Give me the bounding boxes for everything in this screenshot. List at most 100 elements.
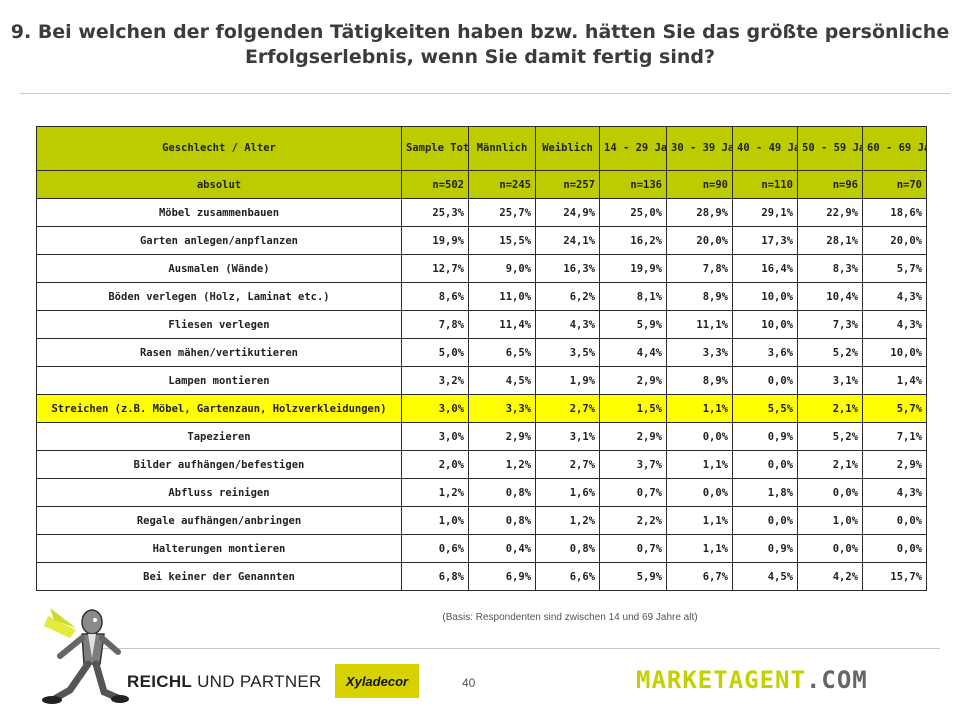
cell-value: 3,2% (401, 366, 469, 395)
table-header-row: Geschlecht / Alter Sample Total Männlich… (36, 126, 927, 171)
cell-value: 0,0% (732, 450, 798, 479)
cell-value: 1,6% (535, 478, 600, 507)
title-divider (20, 93, 950, 94)
cell-value: 2,9% (599, 366, 667, 395)
cell-value: 16,2% (599, 226, 667, 255)
basis-note: (Basis: Respondenten sind zwischen 14 un… (442, 612, 698, 623)
table-row: Lampen montieren 3,2% 4,5% 1,9% 2,9% 8,9% 0,0%… (36, 366, 927, 395)
cell-value: 6,6% (535, 562, 600, 591)
cell-value: 1,5% (599, 394, 667, 423)
cell-value: 7,1% (862, 422, 927, 451)
row-label: Tapezieren (36, 422, 402, 451)
col-header: 60 - 69 Jahre (862, 126, 927, 171)
cell-value: 1,1% (666, 506, 733, 535)
sample-size: n=257 (535, 170, 600, 199)
cell-value: 2,2% (599, 506, 667, 535)
cell-value: 8,9% (666, 366, 733, 395)
row-label: Garten anlegen/anpflanzen (36, 226, 402, 255)
cell-value: 6,7% (666, 562, 733, 591)
table-row: Garten anlegen/anpflanzen 19,9% 15,5% 24,1%… (36, 226, 927, 255)
cell-value: 29,1% (732, 198, 798, 227)
cell-value: 20,0% (862, 226, 927, 255)
cell-value: 2,1% (797, 394, 863, 423)
row-label: Abfluss reinigen (36, 478, 402, 507)
cell-value: 2,0% (401, 450, 469, 479)
row-label: Streichen (z.B. Möbel, Gartenzaun, Holzv… (36, 394, 402, 423)
marketagent-logo: MARKETAGENT.COM (636, 666, 868, 694)
running-mascot-icon (42, 608, 129, 704)
cell-value: 15,7% (862, 562, 927, 591)
cell-value: 1,4% (862, 366, 927, 395)
cell-value: 24,1% (535, 226, 600, 255)
cell-value: 0,0% (666, 422, 733, 451)
cell-value: 0,0% (862, 534, 927, 563)
cell-value: 0,9% (732, 422, 798, 451)
cell-value: 18,6% (862, 198, 927, 227)
cell-value: 5,0% (401, 338, 469, 367)
cell-value: 1,9% (535, 366, 600, 395)
cell-value: 5,2% (797, 422, 863, 451)
cell-value: 3,1% (797, 366, 863, 395)
table-row: Ausmalen (Wände) 12,7% 9,0% 16,3% 19,9% 7,8% 1… (36, 254, 927, 283)
cell-value: 3,0% (401, 394, 469, 423)
marketagent-logo-main: MARKETAGENT (636, 666, 806, 694)
cell-value: 2,7% (535, 394, 600, 423)
table-row: Rasen mähen/vertikutieren 5,0% 6,5% 3,5% 4,4… (36, 338, 927, 367)
cell-value: 0,0% (732, 506, 798, 535)
row-label: Bilder aufhängen/befestigen (36, 450, 402, 479)
row-label: Fliesen verlegen (36, 310, 402, 339)
cell-value: 11,4% (468, 310, 536, 339)
cell-value: 8,1% (599, 282, 667, 311)
cell-value: 22,9% (797, 198, 863, 227)
cell-value: 1,1% (666, 450, 733, 479)
col-header: 14 - 29 Jahre (599, 126, 667, 171)
cell-value: 7,3% (797, 310, 863, 339)
cell-value: 25,0% (599, 198, 667, 227)
cell-value: 5,7% (862, 254, 927, 283)
cell-value: 0,8% (468, 478, 536, 507)
cell-value: 4,3% (862, 478, 927, 507)
sample-size: n=70 (862, 170, 927, 199)
cell-value: 0,7% (599, 534, 667, 563)
cell-value: 2,9% (862, 450, 927, 479)
row-label: Bei keiner der Genannten (36, 562, 402, 591)
cell-value: 4,3% (862, 282, 927, 311)
page-title: 9. Bei welchen der folgenden Tätigkeiten… (10, 21, 950, 68)
reichl-logo-rest: UND PARTNER (192, 672, 322, 691)
cell-value: 0,8% (535, 534, 600, 563)
cell-value: 0,6% (401, 534, 469, 563)
cell-value: 19,9% (401, 226, 469, 255)
cell-value: 3,0% (401, 422, 469, 451)
cell-value: 0,9% (732, 534, 798, 563)
cell-value: 5,9% (599, 310, 667, 339)
cell-value: 8,9% (666, 282, 733, 311)
cell-value: 1,0% (797, 506, 863, 535)
cell-value: 10,0% (732, 310, 798, 339)
cell-value: 5,5% (732, 394, 798, 423)
xyladecor-logo: Xyladecor (335, 664, 419, 698)
page-number: 40 (462, 676, 476, 690)
cell-value: 4,5% (732, 562, 798, 591)
row-label: Rasen mähen/vertikutieren (36, 338, 402, 367)
cell-value: 12,7% (401, 254, 469, 283)
cell-value: 24,9% (535, 198, 600, 227)
reichl-logo-bold: REICHL (127, 672, 193, 691)
table-row: Tapezieren 3,0% 2,9% 3,1% 2,9% 0,0% 0,9% 5,2% 7,… (36, 422, 927, 451)
cell-value: 11,1% (666, 310, 733, 339)
footer-divider (100, 648, 940, 649)
cell-value: 4,2% (797, 562, 863, 591)
row-label: Möbel zusammenbauen (36, 198, 402, 227)
cell-value: 4,3% (535, 310, 600, 339)
cell-value: 25,3% (401, 198, 469, 227)
cell-value: 0,0% (797, 534, 863, 563)
cell-value: 6,5% (468, 338, 536, 367)
row-label: Regale aufhängen/anbringen (36, 506, 402, 535)
table-row: Möbel zusammenbauen 25,3% 25,7% 24,9% 25,0% 2… (36, 198, 927, 227)
row-label: Böden verlegen (Holz, Laminat etc.) (36, 282, 402, 311)
table-row: Bilder aufhängen/befestigen 2,0% 1,2% 2,7% 3… (36, 450, 927, 479)
table-row: Streichen (z.B. Möbel, Gartenzaun, Holzv… (36, 394, 927, 423)
cell-value: 1,2% (535, 506, 600, 535)
cell-value: 0,4% (468, 534, 536, 563)
cell-value: 17,3% (732, 226, 798, 255)
col-header: 30 - 39 Jahre (666, 126, 733, 171)
